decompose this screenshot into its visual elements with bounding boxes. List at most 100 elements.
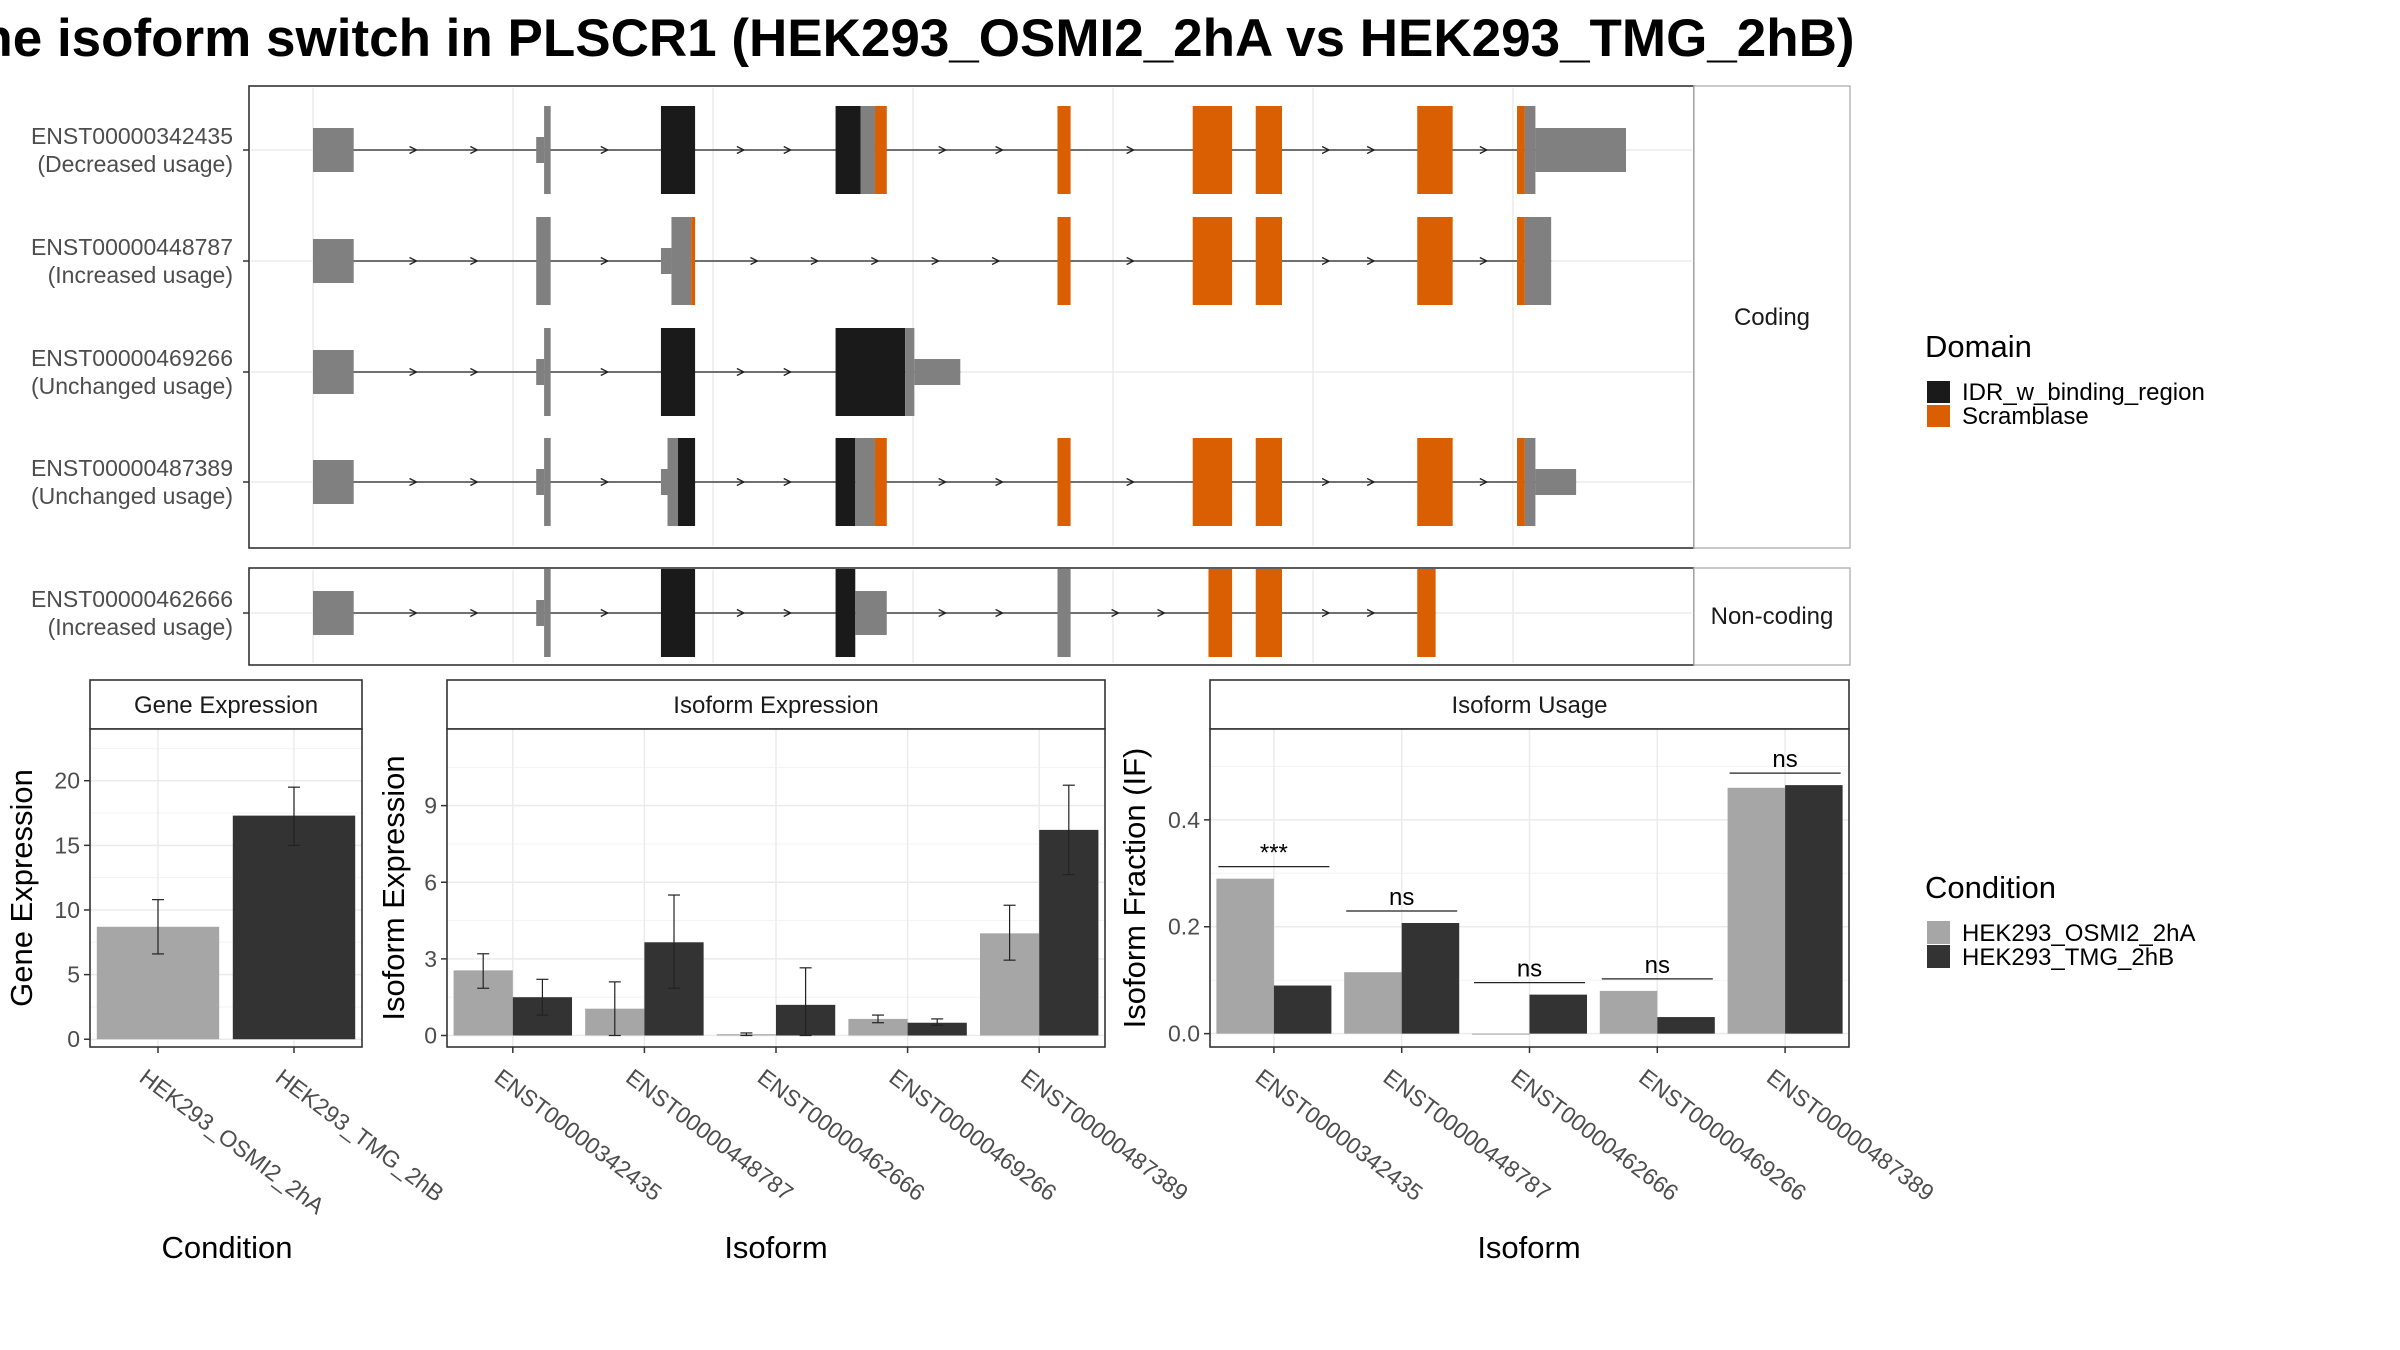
transcript-ENST00000469266: ENST00000469266(Unchanged usage)	[31, 328, 961, 416]
exon-utr	[1524, 217, 1552, 305]
transcript-ENST00000342435: ENST00000342435(Decreased usage)	[31, 106, 1626, 194]
exon-idr	[660, 106, 696, 194]
isoform-expression-panel: Isoform Expression0369ENST00000342435ENS…	[376, 679, 1193, 1265]
strand-arrow	[1321, 145, 1331, 155]
strand-arrow	[1366, 256, 1376, 266]
legend-label-idr: IDR_w_binding_region	[1962, 379, 2205, 406]
coding-strip	[1693, 85, 1851, 549]
domain-legend: Domain IDR_w_binding_region Scramblase	[1925, 329, 2205, 430]
exon-utr	[544, 328, 551, 416]
strand-arrow	[470, 145, 479, 155]
strand-arrow	[1321, 477, 1331, 487]
exon-utr	[905, 328, 915, 416]
strand-arrow	[1321, 608, 1331, 618]
y-axis-title: Gene Expression	[4, 769, 39, 1007]
exon-scr	[1517, 106, 1525, 194]
domain-legend-title: Domain	[1925, 329, 2032, 364]
exon-scr	[1517, 438, 1525, 526]
figure-title: The isoform switch in PLSCR1 (HEK293_OSM…	[0, 9, 1855, 68]
transcript-ENST00000462666: ENST00000462666(Increased usage)	[31, 569, 1436, 657]
strand-arrow	[736, 145, 746, 155]
transcript-ENST00000487389: ENST00000487389(Unchanged usage)	[31, 438, 1577, 526]
exon-utr	[544, 438, 551, 526]
legend-label-cond-a: HEK293_OSMI2_2hA	[1962, 920, 2195, 947]
strand-arrow	[1111, 608, 1121, 618]
significance-label: ns	[1517, 956, 1542, 983]
strand-arrow	[1126, 145, 1136, 155]
significance-label: ns	[1645, 952, 1670, 979]
noncoding-strip-label: Non-coding	[1711, 603, 1834, 630]
y-axis-title: Isoform Fraction (IF)	[1117, 748, 1152, 1029]
exon-idr	[660, 569, 696, 657]
exon-scr	[1208, 569, 1233, 657]
panel-strip-label: Isoform Expression	[673, 692, 878, 719]
exon-scr	[1192, 217, 1233, 305]
strand-arrow	[470, 608, 479, 618]
bar	[1273, 985, 1332, 1034]
exon-utr	[855, 438, 875, 526]
legend-label-cond-b: HEK293_TMG_2hB	[1962, 944, 2174, 971]
strand-arrow	[600, 145, 610, 155]
transcript-ENST00000448787: ENST00000448787(Increased usage)	[31, 217, 1552, 305]
strand-arrow	[991, 256, 1001, 266]
strand-arrow	[1479, 145, 1489, 155]
strand-arrow	[470, 367, 479, 377]
bar	[1785, 785, 1843, 1034]
strand-arrow	[995, 477, 1005, 487]
bar	[848, 1018, 908, 1036]
legend-key-cond-a	[1927, 921, 1950, 944]
exon-utr	[1524, 106, 1536, 194]
exon-scr	[1517, 217, 1525, 305]
y-tick-label: 0	[67, 1026, 80, 1052]
exon-scr	[874, 438, 887, 526]
legend-key-cond-b	[1927, 945, 1950, 968]
exon-utr	[667, 438, 679, 526]
exon-utr_small	[914, 359, 961, 385]
y-tick-label: 20	[54, 768, 80, 794]
isoform-usage-label: (Decreased usage)	[37, 151, 233, 177]
strand-arrow	[1321, 256, 1331, 266]
strand-arrow	[1157, 608, 1166, 618]
exon-utr_small	[660, 248, 672, 274]
exon-utr	[671, 217, 692, 305]
exon-utr	[860, 106, 875, 194]
strand-arrow	[870, 256, 880, 266]
strand-arrow	[1479, 477, 1489, 487]
exon-scr	[1255, 106, 1282, 194]
exon-scr	[1057, 217, 1071, 305]
strand-arrow	[1366, 145, 1376, 155]
strand-arrow	[1366, 608, 1376, 618]
strand-arrow	[600, 608, 610, 618]
exon-utr	[544, 106, 551, 194]
y-axis-title: Isoform Expression	[376, 755, 411, 1020]
panel-strip	[89, 679, 363, 730]
condition-legend-title: Condition	[1925, 870, 2056, 905]
exon-utr	[536, 217, 551, 305]
strand-arrow	[409, 608, 418, 618]
bar	[1657, 1017, 1715, 1034]
strand-arrow	[783, 477, 793, 487]
strand-arrow	[783, 367, 793, 377]
strand-arrow	[409, 367, 418, 377]
exon-utr_small	[1535, 469, 1577, 495]
y-tick-label: 0.0	[1168, 1021, 1200, 1047]
y-tick-label: 9	[424, 793, 437, 819]
exon-utr_small	[660, 469, 668, 495]
isoform-id-label: ENST00000342435	[31, 123, 233, 149]
y-tick-label: 0.4	[1168, 807, 1200, 833]
exon-utr	[1524, 438, 1536, 526]
significance-label: ns	[1772, 746, 1797, 773]
exon-idr	[835, 569, 856, 657]
strand-arrow	[995, 145, 1005, 155]
exon-utr	[1057, 569, 1071, 657]
strand-arrow	[1126, 256, 1136, 266]
strand-arrow	[736, 367, 746, 377]
strand-arrow	[600, 367, 610, 377]
strand-arrow	[783, 145, 793, 155]
legend-label-scramblase: Scramblase	[1962, 403, 2089, 430]
strand-arrow	[1126, 477, 1136, 487]
panel-strip-label: Gene Expression	[134, 692, 318, 719]
exon-idr	[835, 106, 861, 194]
exon-utr	[313, 460, 354, 504]
strand-arrow	[470, 256, 479, 266]
